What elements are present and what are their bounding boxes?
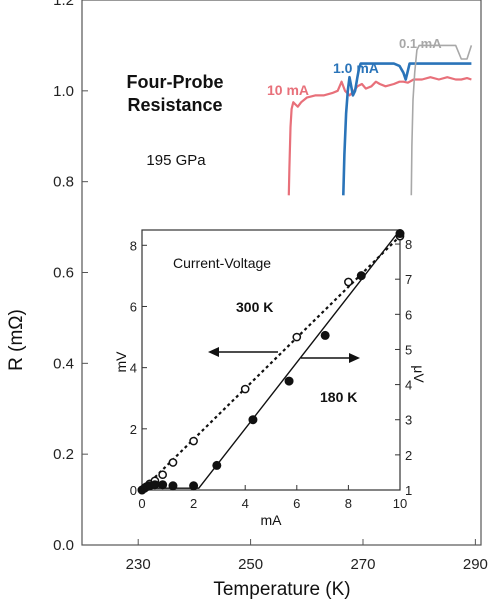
inset-right-tick-label: 1 xyxy=(405,483,412,498)
arrow-right-axis-indicator xyxy=(301,353,360,363)
inset-label-180k: 180 K xyxy=(320,389,357,405)
series-label-0-1ma: 0.1 mA xyxy=(399,36,442,51)
point-180k xyxy=(395,229,405,239)
fit-line-300k xyxy=(141,235,401,491)
pressure-annotation: 195 GPa xyxy=(146,152,206,169)
inset-x-axis-label: mA xyxy=(261,512,283,528)
main-series-line-0 xyxy=(287,76,472,196)
point-300k xyxy=(240,384,250,394)
inset-title: Current-Voltage xyxy=(173,255,271,271)
inset-x-tick-label: 6 xyxy=(293,496,300,511)
arrow-left-axis-indicator xyxy=(208,347,278,357)
main-y-tick-label: 0.4 xyxy=(53,355,74,372)
point-180k xyxy=(320,330,330,340)
inset-right-tick-label: 8 xyxy=(405,237,412,252)
inset-x-tick-label: 4 xyxy=(242,496,249,511)
point-180k xyxy=(212,460,222,470)
inset-x-tick-label: 8 xyxy=(345,496,352,511)
main-y-tick-label: 1.0 xyxy=(53,83,74,100)
inset-left-tick-label: 0 xyxy=(130,483,137,498)
inset-right-tick-label: 3 xyxy=(405,413,412,428)
point-180k xyxy=(150,480,160,490)
main-x-tick-label: 290 xyxy=(463,556,488,573)
main-y-axis-label: R (mΩ) xyxy=(6,309,27,371)
point-180k xyxy=(158,480,168,490)
inset-axis-ticks: 0 2 4 6 8 10 0 2 4 6 8 1 2 3 4 5 6 7 8 xyxy=(130,237,412,511)
series-label-10ma: 10 mA xyxy=(267,82,309,98)
inset-right-tick-label: 6 xyxy=(405,307,412,322)
main-y-tick-label: 0.2 xyxy=(53,446,74,463)
inset-right-tick-label: 2 xyxy=(405,448,412,463)
main-x-tick-label: 230 xyxy=(126,556,151,573)
inset-right-axis-label: μV xyxy=(411,365,427,383)
series-label-1ma: 1.0 mA xyxy=(333,60,379,76)
main-x-tick-label: 250 xyxy=(238,556,263,573)
inset-x-tick-label: 2 xyxy=(190,496,197,511)
point-300k xyxy=(168,458,178,467)
point-300k xyxy=(292,332,302,342)
inset-x-tick-label: 0 xyxy=(138,496,145,511)
inset-series-group xyxy=(137,229,405,495)
point-300k xyxy=(158,470,167,480)
main-series-group xyxy=(287,44,473,196)
point-180k xyxy=(356,271,366,281)
inset-left-tick-label: 6 xyxy=(130,299,137,314)
point-180k xyxy=(168,481,178,491)
point-300k xyxy=(344,277,353,287)
main-series-line-2 xyxy=(410,44,473,196)
inset-plot-frame xyxy=(141,229,401,491)
main-title-line-2: Resistance xyxy=(127,95,222,115)
main-title-line-1: Four-Probe xyxy=(127,72,224,92)
inset-left-tick-label: 2 xyxy=(130,422,137,437)
main-y-tick-label: 0.0 xyxy=(53,537,74,554)
inset-x-tick-label: 10 xyxy=(393,496,407,511)
inset-right-tick-label: 4 xyxy=(405,378,412,393)
point-180k xyxy=(284,376,294,386)
main-y-tick-label: 0.8 xyxy=(53,174,74,191)
main-series-line-1 xyxy=(342,62,472,196)
inset-left-tick-label: 8 xyxy=(130,238,137,253)
inset-right-tick-label: 5 xyxy=(405,342,412,357)
point-180k xyxy=(189,481,199,491)
point-180k xyxy=(248,415,258,425)
main-y-tick-label: 1.2 xyxy=(53,0,74,9)
main-x-tick-label: 270 xyxy=(350,556,375,573)
inset-label-300k: 300 K xyxy=(236,299,273,315)
main-y-tick-label: 0.6 xyxy=(53,265,74,282)
inset-right-tick-label: 7 xyxy=(405,272,412,287)
point-300k xyxy=(189,436,198,446)
inset-left-axis-label: mV xyxy=(113,351,129,373)
main-x-axis-label: Temperature (K) xyxy=(213,579,350,600)
inset-left-tick-label: 4 xyxy=(130,361,137,376)
